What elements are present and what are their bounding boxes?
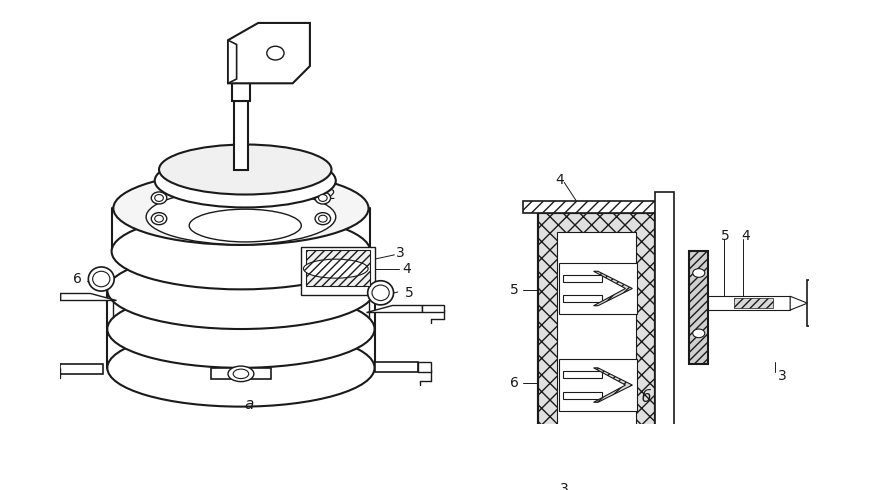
Polygon shape bbox=[422, 305, 443, 312]
Ellipse shape bbox=[93, 271, 109, 287]
Polygon shape bbox=[790, 296, 807, 310]
Ellipse shape bbox=[113, 172, 368, 245]
Polygon shape bbox=[302, 247, 375, 294]
Ellipse shape bbox=[315, 192, 330, 204]
Polygon shape bbox=[654, 192, 673, 471]
Polygon shape bbox=[563, 275, 602, 282]
Polygon shape bbox=[234, 100, 248, 170]
Polygon shape bbox=[38, 293, 60, 300]
Ellipse shape bbox=[89, 267, 114, 291]
Ellipse shape bbox=[151, 213, 167, 225]
Polygon shape bbox=[375, 362, 418, 372]
Polygon shape bbox=[557, 232, 636, 440]
Polygon shape bbox=[689, 251, 708, 364]
Ellipse shape bbox=[189, 209, 302, 242]
Polygon shape bbox=[563, 295, 602, 302]
Text: 3: 3 bbox=[778, 369, 786, 384]
Polygon shape bbox=[306, 250, 370, 286]
Text: б: б bbox=[641, 391, 651, 406]
Ellipse shape bbox=[315, 213, 330, 225]
Polygon shape bbox=[539, 213, 654, 458]
Ellipse shape bbox=[155, 154, 335, 207]
Text: 5: 5 bbox=[510, 283, 519, 297]
Text: 5: 5 bbox=[405, 286, 414, 300]
Ellipse shape bbox=[151, 192, 167, 204]
Ellipse shape bbox=[319, 195, 327, 201]
Polygon shape bbox=[232, 83, 249, 100]
Text: 2: 2 bbox=[327, 188, 335, 202]
Polygon shape bbox=[594, 271, 633, 306]
Ellipse shape bbox=[368, 281, 394, 305]
Polygon shape bbox=[563, 371, 602, 378]
Ellipse shape bbox=[267, 46, 284, 60]
Ellipse shape bbox=[159, 145, 331, 195]
Polygon shape bbox=[228, 23, 310, 83]
Polygon shape bbox=[43, 368, 60, 378]
Polygon shape bbox=[734, 298, 773, 308]
Ellipse shape bbox=[155, 195, 163, 201]
Ellipse shape bbox=[303, 259, 368, 278]
Text: 4: 4 bbox=[741, 229, 750, 243]
Polygon shape bbox=[523, 200, 663, 213]
Polygon shape bbox=[563, 392, 602, 399]
Ellipse shape bbox=[146, 189, 335, 245]
Text: 3: 3 bbox=[560, 482, 568, 490]
Polygon shape bbox=[594, 368, 633, 402]
Ellipse shape bbox=[372, 285, 389, 300]
Polygon shape bbox=[559, 263, 637, 315]
Ellipse shape bbox=[107, 290, 375, 368]
Ellipse shape bbox=[155, 215, 163, 222]
Text: 1: 1 bbox=[172, 154, 181, 168]
Text: 6: 6 bbox=[73, 272, 82, 286]
Polygon shape bbox=[418, 362, 431, 372]
Text: 4: 4 bbox=[555, 173, 564, 187]
Polygon shape bbox=[366, 305, 422, 312]
Text: а: а bbox=[245, 397, 255, 413]
Text: 5: 5 bbox=[721, 229, 730, 243]
Polygon shape bbox=[708, 296, 790, 310]
Text: 4: 4 bbox=[402, 262, 411, 276]
Polygon shape bbox=[559, 359, 637, 411]
Text: 6: 6 bbox=[510, 376, 519, 391]
Polygon shape bbox=[211, 368, 271, 379]
Ellipse shape bbox=[693, 329, 705, 338]
Ellipse shape bbox=[107, 251, 375, 329]
Ellipse shape bbox=[107, 329, 375, 407]
Text: 3: 3 bbox=[396, 246, 405, 260]
Ellipse shape bbox=[228, 366, 254, 382]
Polygon shape bbox=[807, 280, 820, 326]
Polygon shape bbox=[228, 40, 236, 83]
Ellipse shape bbox=[111, 214, 370, 290]
Ellipse shape bbox=[319, 215, 327, 222]
Ellipse shape bbox=[693, 269, 705, 277]
Ellipse shape bbox=[233, 369, 249, 379]
Polygon shape bbox=[60, 364, 103, 374]
Polygon shape bbox=[60, 293, 116, 300]
